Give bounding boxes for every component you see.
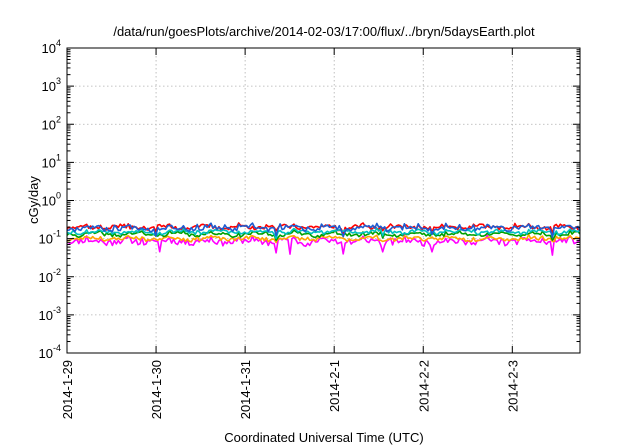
y-tick-label: 102 [42, 114, 61, 132]
y-tick-label: 100 [42, 191, 61, 209]
y-tick-label: 10-1 [39, 229, 61, 247]
chart-title: /data/run/goesPlots/archive/2014-02-03/1… [113, 24, 535, 39]
grid-lines [67, 48, 580, 353]
x-axis-ticks: 2014-1-29 2014-1-30 2014-1-31 2014-2-1 2014-… [60, 48, 520, 419]
series-line [66, 222, 581, 239]
x-axis-label: Coordinated Universal Time (UTC) [224, 430, 423, 445]
series-line [66, 233, 581, 244]
x-tick-label: 2014-1-31 [238, 360, 253, 419]
y-tick-label: 10-3 [39, 305, 61, 323]
plot-series [66, 222, 581, 256]
y-axis-label: cGy/day [26, 176, 41, 224]
y-axis-ticks: 10-4 10-3 10-2 10-1 100 101 102 103 104 [39, 38, 580, 361]
x-tick-label: 2014-1-29 [60, 360, 75, 419]
x-tick-label: 2014-2-2 [416, 360, 431, 412]
x-tick-label: 2014-2-1 [327, 360, 342, 412]
series-line [66, 227, 581, 240]
x-tick-label: 2014-1-30 [149, 360, 164, 419]
y-tick-label: 10-4 [39, 343, 61, 361]
y-tick-label: 10-2 [39, 267, 61, 285]
y-tick-label: 101 [42, 152, 61, 170]
y-tick-label: 103 [42, 76, 61, 94]
x-tick-label: 2014-2-3 [505, 360, 520, 412]
y-tick-label: 104 [42, 38, 61, 56]
series-line [66, 229, 581, 242]
